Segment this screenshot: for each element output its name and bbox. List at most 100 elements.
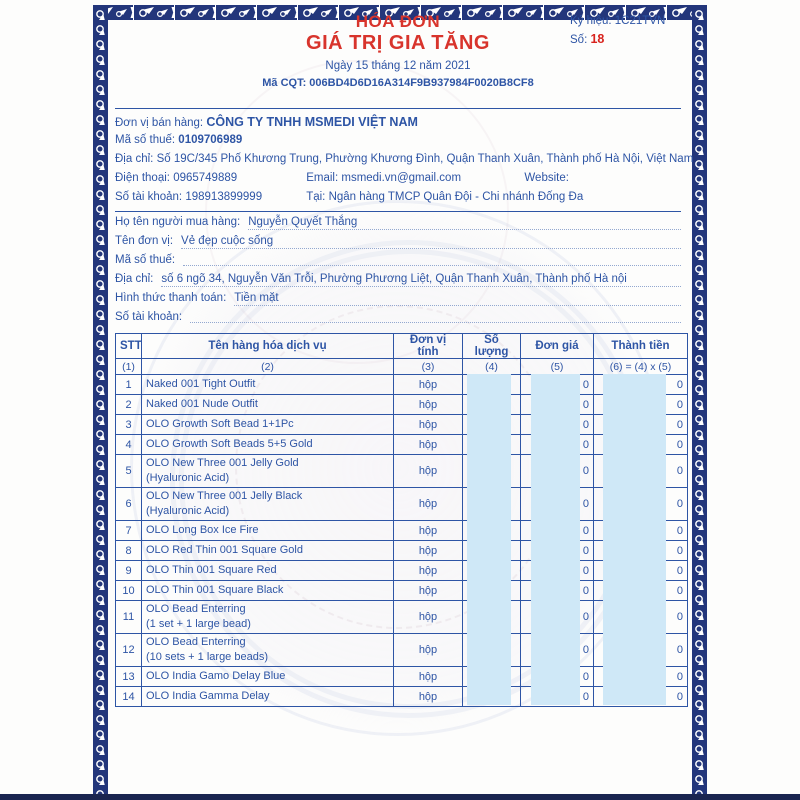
cell-stt: 1 [115,374,142,395]
cell-item-name: OLO Red Thin 001 Square Gold [141,540,394,561]
redaction-strip-price [531,374,580,705]
seller-address: Số 19C/345 Phố Khương Trung, Phường Khươ… [156,153,694,165]
cell-unit: hộp [393,600,463,634]
buyer-company: Vẻ đẹp cuộc sống [181,235,681,249]
ornamental-border-left [93,5,108,794]
invoice-title-line2: GIÁ TRỊ GIA TĂNG [306,32,490,54]
serial-value: 1C21TVN [614,15,666,27]
cell-unit: hộp [393,540,463,561]
cell-item-name: OLO Growth Soft Bead 1+1Pc [141,414,394,435]
buyer-address: số 6 ngõ 34, Nguyễn Văn Trỗi, Phường Phư… [161,273,681,287]
buyer-payment-line: Hình thức thanh toán: Tiền mặt [115,292,681,306]
table-row: 8 OLO Red Thin 001 Square Gold hộp 0 0 [115,540,688,561]
cell-stt: 2 [115,394,142,415]
items-table-wrap: STT Tên hàng hóa dịch vụ Đơn vị tính Số … [115,333,688,707]
divider-header [115,108,681,109]
cell-stt: 6 [115,487,142,521]
cell-item-name: OLO New Three 001 Jelly Black (Hyaluronic… [141,487,394,521]
cell-stt: 9 [115,560,142,581]
buyer-name-line: Họ tên người mua hàng: Nguyễn Quyết Thắng [115,216,681,230]
cell-stt: 3 [115,414,142,435]
cell-item-name: OLO Thin 001 Square Black [141,580,394,601]
cell-item-name: OLO Bead Enterring (10 sets + 1 large bea… [141,633,394,667]
cell-item-name: OLO India Gamo Delay Blue [141,666,394,687]
col-header-price: Đơn giá [520,333,594,359]
seller-contact-line: Điện thoại: 0965749889 Email: msmedi.vn@… [115,172,569,184]
ornamental-border-right [692,5,707,794]
seller-name-line: Đơn vị bán hàng: CÔNG TY TNHH MSMEDI VIỆ… [115,115,418,129]
buyer-tax-code [183,254,681,266]
cell-unit: hộp [393,394,463,415]
col-header-qty: Số lượng [462,333,521,359]
number-line: Số: 18 [570,32,605,46]
cell-unit: hộp [393,686,463,707]
invoice-date: Ngày 15 tháng 12 năm 2021 [325,60,471,72]
redaction-strip-total [603,374,666,705]
seller-account: 198913899999 [185,191,263,203]
serial-line: Ký hiệu: 1C21TVN [570,15,666,27]
invoice-serial-block: Ký hiệu: 1C21TVN Số: 18 [570,12,665,49]
table-row: 4 OLO Growth Soft Beads 5+5 Gold hộp 0 0 [115,434,688,455]
invoice-title-line1: HÓA ĐƠN [355,12,441,31]
cell-stt: 14 [115,686,142,707]
buyer-account-line: Số tài khoản: [115,311,681,323]
cell-unit: hộp [393,666,463,687]
seller-address-line: Địa chỉ: Số 19C/345 Phố Khương Trung, Ph… [115,153,694,165]
seller-name: CÔNG TY TNHH MSMEDI VIỆT NAM [206,115,418,129]
table-row: 12 OLO Bead Enterring (10 sets + 1 large b… [115,633,688,667]
seller-bank: Ngân hàng TMCP Quân Đội - Chi nhánh Đống… [328,191,584,203]
table-row: 3 OLO Growth Soft Bead 1+1Pc hộp 0 0 [115,414,688,435]
table-header-row: STT Tên hàng hóa dịch vụ Đơn vị tính Số … [115,333,688,359]
cell-unit: hộp [393,374,463,395]
cell-stt: 7 [115,520,142,541]
cell-item-name: OLO New Three 001 Jelly Gold (Hyaluronic … [141,454,394,488]
col-header-unit: Đơn vị tính [393,333,463,359]
cell-stt: 13 [115,666,142,687]
col-header-total: Thành tiền [593,333,688,359]
seller-website-label: Website: [524,172,569,184]
cell-stt: 5 [115,454,142,488]
cell-stt: 8 [115,540,142,561]
table-row: 6 OLO New Three 001 Jelly Black (Hyaluroni… [115,487,688,521]
ornamental-border-top [93,5,707,20]
table-row: 13 OLO India Gamo Delay Blue hộp 0 0 [115,666,688,687]
cell-item-name: OLO Thin 001 Square Red [141,560,394,581]
cell-item-name: Naked 001 Tight Outfit [141,374,394,395]
cell-unit: hộp [393,580,463,601]
cell-item-name: OLO India Gamma Delay [141,686,394,707]
table-subheader-row: (1) (2) (3) (4) (5) (6) = (4) x (5) [115,358,688,375]
cell-unit: hộp [393,454,463,488]
buyer-tax-line: Mã số thuế: [115,254,681,266]
buyer-address-line: Địa chỉ: số 6 ngõ 34, Nguyễn Văn Trỗi, Ph… [115,273,681,287]
cell-unit: hộp [393,560,463,581]
cell-unit: hộp [393,434,463,455]
table-row: 14 OLO India Gamma Delay hộp 0 0 [115,686,688,707]
seller-tax-code: 0109706989 [178,134,243,146]
invoice-number: 18 [590,32,605,46]
divider-buyer [115,211,681,212]
cell-stt: 12 [115,633,142,667]
table-row: 1 Naked 001 Tight Outfit hộp 0 0 [115,374,688,395]
cell-stt: 4 [115,434,142,455]
seller-tax-line: Mã số thuế: 0109706989 [115,134,243,146]
seller-phone: 0965749889 [173,172,238,184]
cell-item-name: OLO Bead Enterring (1 set + 1 large bead) [141,600,394,634]
buyer-payment-method: Tiền mặt [234,292,681,306]
table-row: 7 OLO Long Box Ice Fire hộp 0 0 [115,520,688,541]
buyer-name: Nguyễn Quyết Thắng [248,216,681,230]
invoice-cqt-code: Mã CQT: 006BD4D6D16A314F9B937984F0020B8C… [262,77,534,89]
col-header-stt: STT [115,333,142,359]
cell-item-name: OLO Growth Soft Beads 5+5 Gold [141,434,394,455]
cell-unit: hộp [393,487,463,521]
cell-unit: hộp [393,633,463,667]
redaction-strip-qty [467,374,511,705]
table-row: 9 OLO Thin 001 Square Red hộp 0 0 [115,560,688,581]
cell-unit: hộp [393,520,463,541]
cell-item-name: OLO Long Box Ice Fire [141,520,394,541]
cell-stt: 10 [115,580,142,601]
seller-email: msmedi.vn@gmail.com [341,172,462,184]
col-header-name: Tên hàng hóa dịch vụ [141,333,394,359]
buyer-account [190,311,681,323]
table-row: 11 OLO Bead Enterring (1 set + 1 large bea… [115,600,688,634]
cell-stt: 11 [115,600,142,634]
